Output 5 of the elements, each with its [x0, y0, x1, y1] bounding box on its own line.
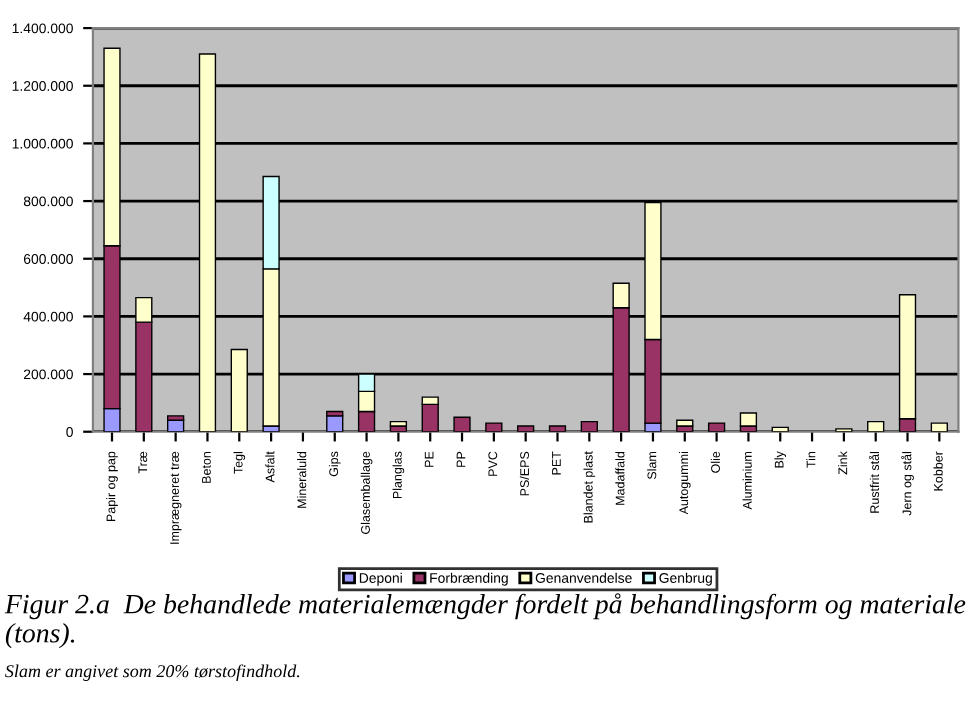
text: Figur 2.a De behandlede materialemængder fordelt på behandlingsform og materiale (tons). — [4, 593, 966, 649]
bar — [739, 412, 758, 427]
bar — [676, 419, 694, 427]
text: Slam er angivet som 20% tørstofindhold. — [5, 664, 300, 681]
bar — [389, 420, 408, 427]
